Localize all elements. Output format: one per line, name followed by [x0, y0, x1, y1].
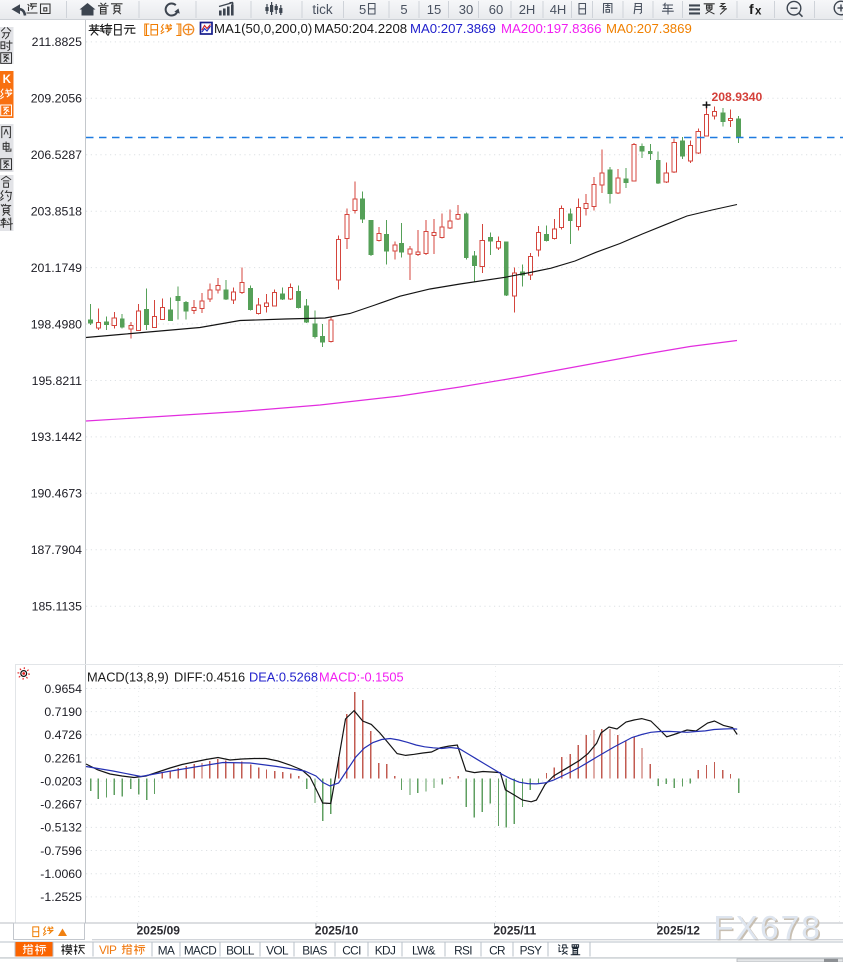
svg-text:x: x	[755, 6, 762, 18]
svg-text:PSY: PSY	[520, 943, 543, 957]
svg-text:-0.7596: -0.7596	[40, 844, 82, 858]
svg-text:CR: CR	[489, 943, 505, 957]
svg-text:206.5287: 206.5287	[31, 148, 82, 162]
svg-text:211.8825: 211.8825	[32, 35, 83, 49]
svg-text:BIAS: BIAS	[302, 943, 327, 957]
svg-text:193.1442: 193.1442	[31, 430, 82, 444]
svg-text:MA: MA	[158, 943, 175, 957]
svg-text:195.8211: 195.8211	[32, 374, 83, 388]
svg-text:5: 5	[400, 2, 407, 17]
svg-text:2025/09: 2025/09	[137, 924, 181, 938]
svg-text:LW&: LW&	[412, 943, 436, 957]
svg-text:2025/10: 2025/10	[315, 924, 359, 938]
svg-text:208.9340: 208.9340	[712, 90, 763, 104]
svg-text:2025/11: 2025/11	[494, 924, 537, 938]
svg-text:0.7190: 0.7190	[44, 705, 82, 719]
svg-text:VIP: VIP	[99, 943, 117, 957]
svg-text:0.4726: 0.4726	[44, 728, 82, 742]
svg-text:60: 60	[489, 2, 503, 17]
svg-text:203.8518: 203.8518	[31, 204, 82, 218]
svg-text:CCI: CCI	[342, 943, 361, 957]
svg-text:2025/12: 2025/12	[657, 924, 701, 938]
svg-text:5: 5	[359, 2, 366, 17]
svg-text:209.2056: 209.2056	[31, 92, 82, 106]
svg-text:190.4673: 190.4673	[31, 487, 82, 501]
svg-text:MACD: MACD	[184, 943, 216, 957]
svg-text:201.1749: 201.1749	[31, 261, 82, 275]
svg-text:2H: 2H	[519, 2, 536, 17]
svg-text:KDJ: KDJ	[375, 943, 396, 957]
svg-text:187.7904: 187.7904	[31, 543, 82, 557]
svg-text:198.4980: 198.4980	[31, 317, 82, 331]
svg-text:30: 30	[459, 2, 473, 17]
svg-text:15: 15	[427, 2, 441, 17]
svg-text:4H: 4H	[550, 2, 567, 17]
svg-text:tick: tick	[312, 2, 333, 17]
svg-text:f: f	[749, 1, 754, 17]
svg-text:185.1135: 185.1135	[32, 600, 83, 614]
svg-text:0.9654: 0.9654	[44, 682, 82, 696]
svg-text:0.2261: 0.2261	[44, 751, 82, 765]
svg-text:RSI: RSI	[454, 943, 472, 957]
svg-text:VOL: VOL	[266, 943, 289, 957]
svg-text:-1.2525: -1.2525	[40, 890, 82, 904]
svg-text:-0.5132: -0.5132	[40, 821, 82, 835]
svg-text:K: K	[3, 74, 12, 86]
svg-text:-1.0060: -1.0060	[40, 867, 82, 881]
svg-text:-0.0203: -0.0203	[40, 774, 82, 788]
svg-text:BOLL: BOLL	[226, 943, 255, 957]
svg-text:FX678: FX678	[713, 910, 822, 947]
svg-text:-0.2667: -0.2667	[40, 798, 82, 812]
